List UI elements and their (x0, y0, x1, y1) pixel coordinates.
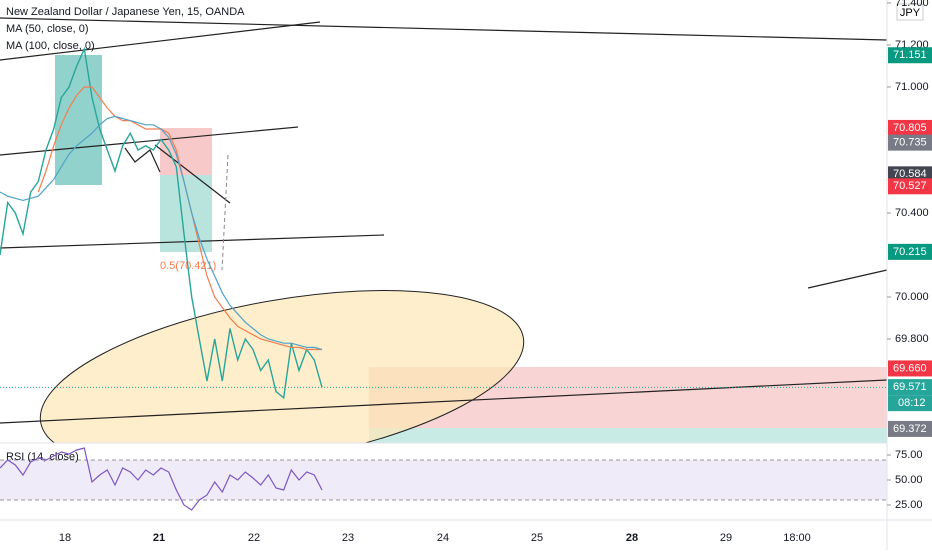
price-tag-label: 70.584 (893, 168, 927, 180)
chart-title: New Zealand Dollar / Japanese Yen, 15, O… (6, 6, 245, 18)
price-tag (888, 360, 932, 377)
y-tick-label: 71.000 (895, 81, 929, 93)
dashed-line (221, 154, 229, 271)
price-tag-label: 70.215 (893, 246, 927, 258)
trendlines (0, 17, 888, 424)
rsi-tick-label: 75.00 (895, 449, 923, 461)
currency-box[interactable] (896, 3, 924, 21)
x-tick-label: 24 (437, 532, 449, 544)
rsi-tick-label: 25.00 (895, 499, 923, 511)
countdown-label: 08:12 (898, 397, 926, 409)
price-tag (888, 119, 932, 136)
x-tick-label: 25 (531, 532, 543, 544)
x-tick-label: 21 (153, 532, 165, 544)
price-tag (888, 47, 932, 64)
price-tag-label: 71.151 (893, 49, 927, 61)
indicator-label: MA (100, close, 0) (6, 40, 95, 52)
price-tag-label: 69.372 (893, 423, 927, 435)
short-box-target (160, 175, 212, 252)
countdown-tag (888, 395, 932, 412)
y-tick-label: 71.400 (895, 0, 929, 9)
price-tag (888, 134, 932, 151)
x-tick-label: 18:00 (783, 532, 811, 544)
indicator-label: MA (50, close, 0) (6, 23, 89, 35)
x-tick-label: 23 (342, 532, 354, 544)
moving-average (0, 115, 323, 351)
short-target-box (369, 428, 887, 443)
price-tag-label: 69.660 (893, 362, 927, 374)
x-tick-label: 18 (59, 532, 71, 544)
y-tick-label: 70.400 (895, 207, 929, 219)
short-box (160, 128, 212, 175)
currency-label: JPY (900, 7, 921, 19)
price-tag (888, 379, 932, 396)
rsi-tick-label: 50.00 (895, 474, 923, 486)
x-tick-label: 22 (248, 532, 260, 544)
price-tag (888, 178, 932, 195)
rsi-label: RSI (14, close) (6, 451, 79, 463)
rsi-line (0, 447, 323, 511)
rsi-band (0, 460, 887, 500)
rsi-pane-bg (0, 443, 887, 520)
y-tick-label: 70.000 (895, 291, 929, 303)
price-tag-label: 70.735 (893, 137, 927, 149)
price-tag-label: 70.805 (893, 122, 927, 134)
x-tick-label: 29 (720, 532, 732, 544)
price-tag (888, 243, 932, 260)
price-line (0, 46, 323, 400)
y-tick-label: 69.800 (895, 333, 929, 345)
price-tag-label: 70.527 (893, 180, 927, 192)
price-tag (888, 420, 932, 437)
x-tick-label: 28 (626, 532, 638, 544)
price-tag-label: 69.571 (893, 381, 927, 393)
